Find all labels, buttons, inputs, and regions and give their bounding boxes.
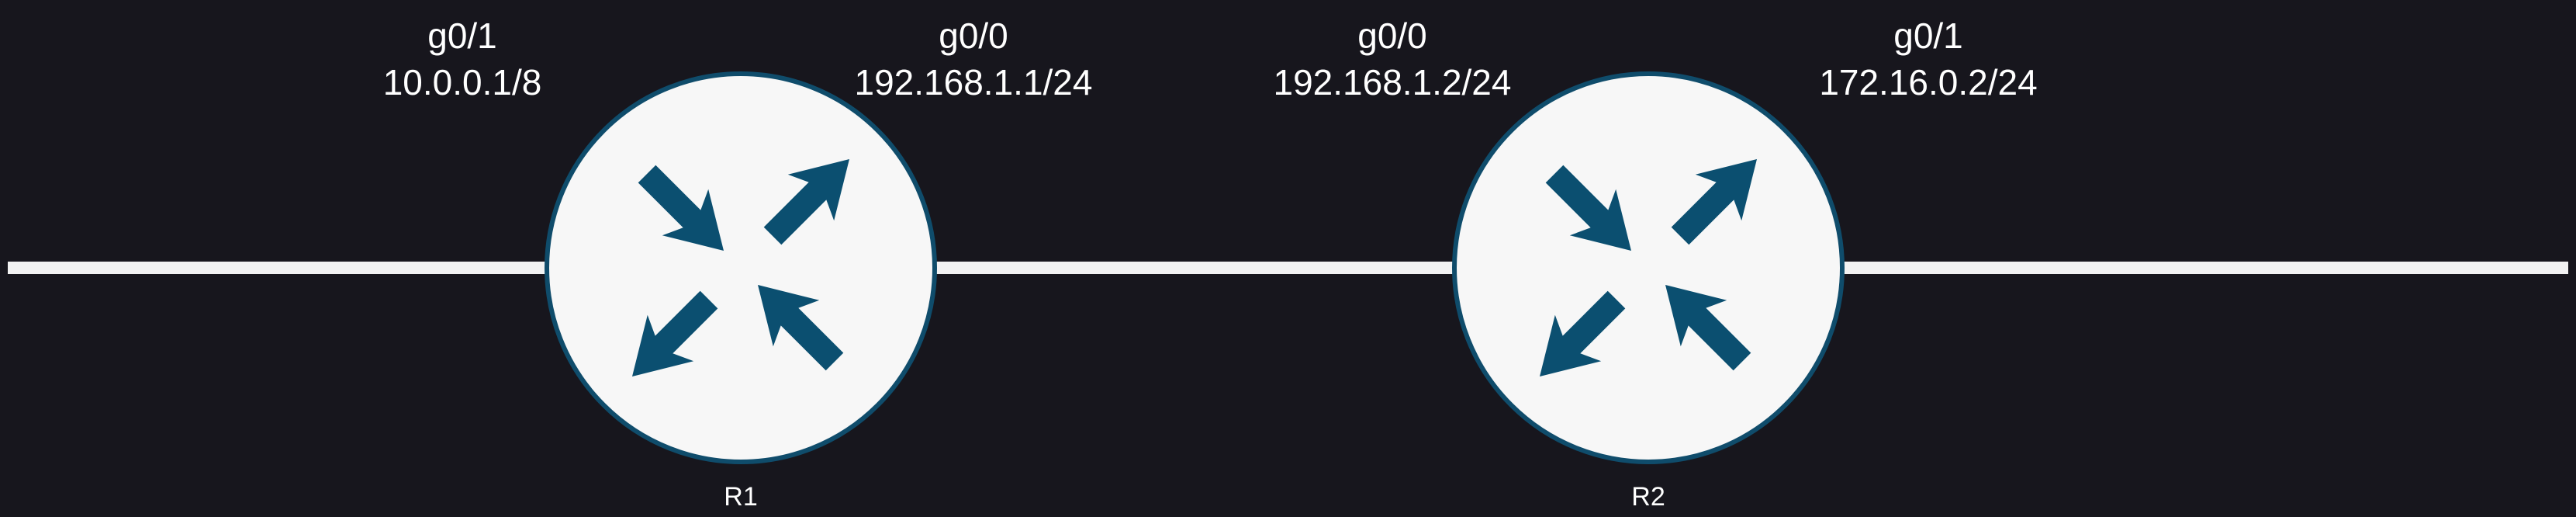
router-label-r2: R2	[1631, 482, 1665, 512]
interface-label-r2-g0-0: g0/0 192.168.1.2/24	[1274, 16, 1512, 102]
router-body	[545, 71, 937, 464]
interface-name: g0/1	[427, 16, 497, 56]
interface-name: g0/0	[1357, 16, 1427, 56]
interface-label-r2-g0-1: g0/1 172.16.0.2/24	[1819, 16, 2037, 102]
router-r2[interactable]	[1452, 71, 1845, 464]
interface-label-r1-g0-0: g0/0 192.168.1.1/24	[855, 16, 1093, 102]
interface-ip: 192.168.1.2/24	[1274, 62, 1512, 102]
router-body	[1452, 71, 1845, 464]
interface-name: g0/0	[939, 16, 1008, 56]
interface-name: g0/1	[1893, 16, 1963, 56]
interface-ip: 10.0.0.1/8	[383, 62, 542, 102]
interface-ip: 192.168.1.1/24	[855, 62, 1093, 102]
interface-label-r1-g0-1: g0/1 10.0.0.1/8	[383, 16, 542, 102]
router-r1[interactable]	[545, 71, 937, 464]
interface-ip: 172.16.0.2/24	[1819, 62, 2037, 102]
router-label-r1: R1	[724, 482, 757, 512]
